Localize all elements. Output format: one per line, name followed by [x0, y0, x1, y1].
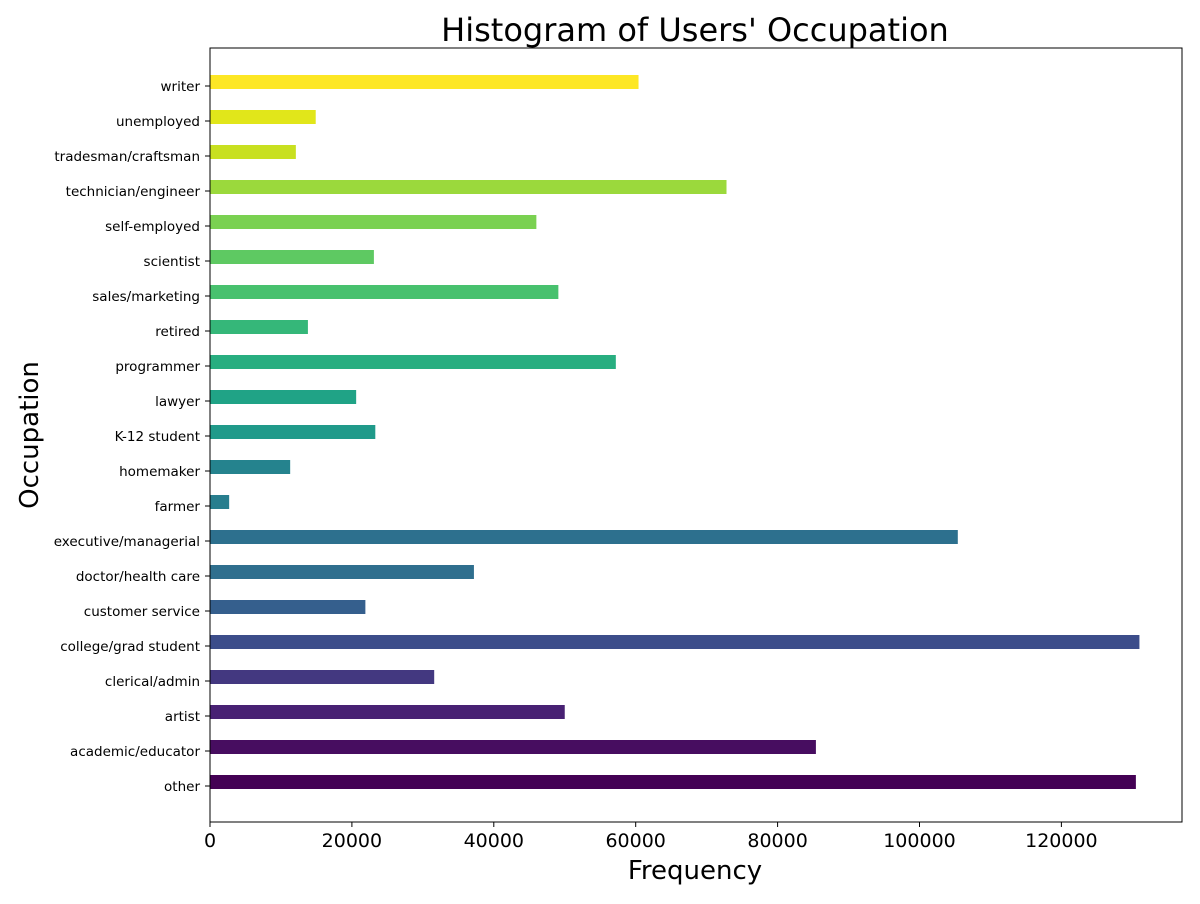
bar	[210, 145, 296, 159]
y-tick-label: other	[164, 779, 200, 795]
bar	[210, 390, 357, 404]
y-tick-label: K-12 student	[115, 429, 200, 445]
x-axis-ticks: 0 20000 40000 60000 80000 100000 120000	[204, 822, 1098, 852]
y-tick-label: farmer	[155, 499, 201, 515]
y-tick-label: customer service	[84, 604, 200, 620]
bar	[210, 740, 816, 754]
bar	[210, 460, 291, 474]
y-tick-label: technician/engineer	[66, 184, 201, 200]
y-tick-label: artist	[165, 709, 200, 725]
y-tick-label: programmer	[115, 359, 200, 375]
bar	[210, 320, 308, 334]
y-tick-label: doctor/health care	[76, 569, 200, 585]
bar	[210, 110, 316, 124]
y-tick-label: retired	[155, 324, 200, 340]
chart-title: Histogram of Users' Occupation	[441, 11, 949, 49]
x-axis-label: Frequency	[628, 856, 762, 886]
bar	[210, 250, 374, 264]
bar	[210, 565, 474, 579]
x-tick-label: 40000	[464, 830, 524, 852]
x-tick-label: 60000	[605, 830, 665, 852]
bar	[210, 355, 616, 369]
y-tick-label: unemployed	[116, 114, 200, 130]
x-tick-label: 0	[204, 830, 216, 852]
x-tick-label: 100000	[883, 830, 956, 852]
x-tick-label: 120000	[1025, 830, 1098, 852]
bar	[210, 425, 376, 439]
y-tick-label: college/grad student	[60, 639, 200, 655]
bar	[210, 670, 435, 684]
x-tick-label: 20000	[322, 830, 382, 852]
y-tick-label: writer	[161, 79, 201, 95]
y-tick-label: self-employed	[105, 219, 200, 235]
bar	[210, 180, 727, 194]
y-tick-label: executive/managerial	[54, 534, 200, 550]
bar	[210, 705, 565, 719]
bar	[210, 530, 958, 544]
bar	[210, 775, 1136, 789]
plot-frame	[209, 47, 1183, 823]
bar	[210, 495, 230, 509]
y-tick-label: sales/marketing	[92, 289, 200, 305]
y-axis-ticks: other academic/educator artist clerical/adm…	[54, 79, 210, 795]
y-axis-label: Occupation	[15, 361, 45, 509]
y-tick-label: clerical/admin	[105, 674, 200, 690]
y-tick-label: academic/educator	[70, 744, 200, 760]
bar	[210, 285, 559, 299]
y-tick-label: lawyer	[155, 394, 200, 410]
x-tick-label: 80000	[747, 830, 807, 852]
y-tick-label: scientist	[144, 254, 200, 270]
y-tick-label: homemaker	[119, 464, 200, 480]
bar	[210, 215, 537, 229]
bar	[210, 635, 1140, 649]
y-tick-label: tradesman/craftsman	[54, 149, 200, 165]
bars-layer	[210, 75, 1140, 789]
bar	[210, 75, 639, 89]
bar	[210, 600, 366, 614]
